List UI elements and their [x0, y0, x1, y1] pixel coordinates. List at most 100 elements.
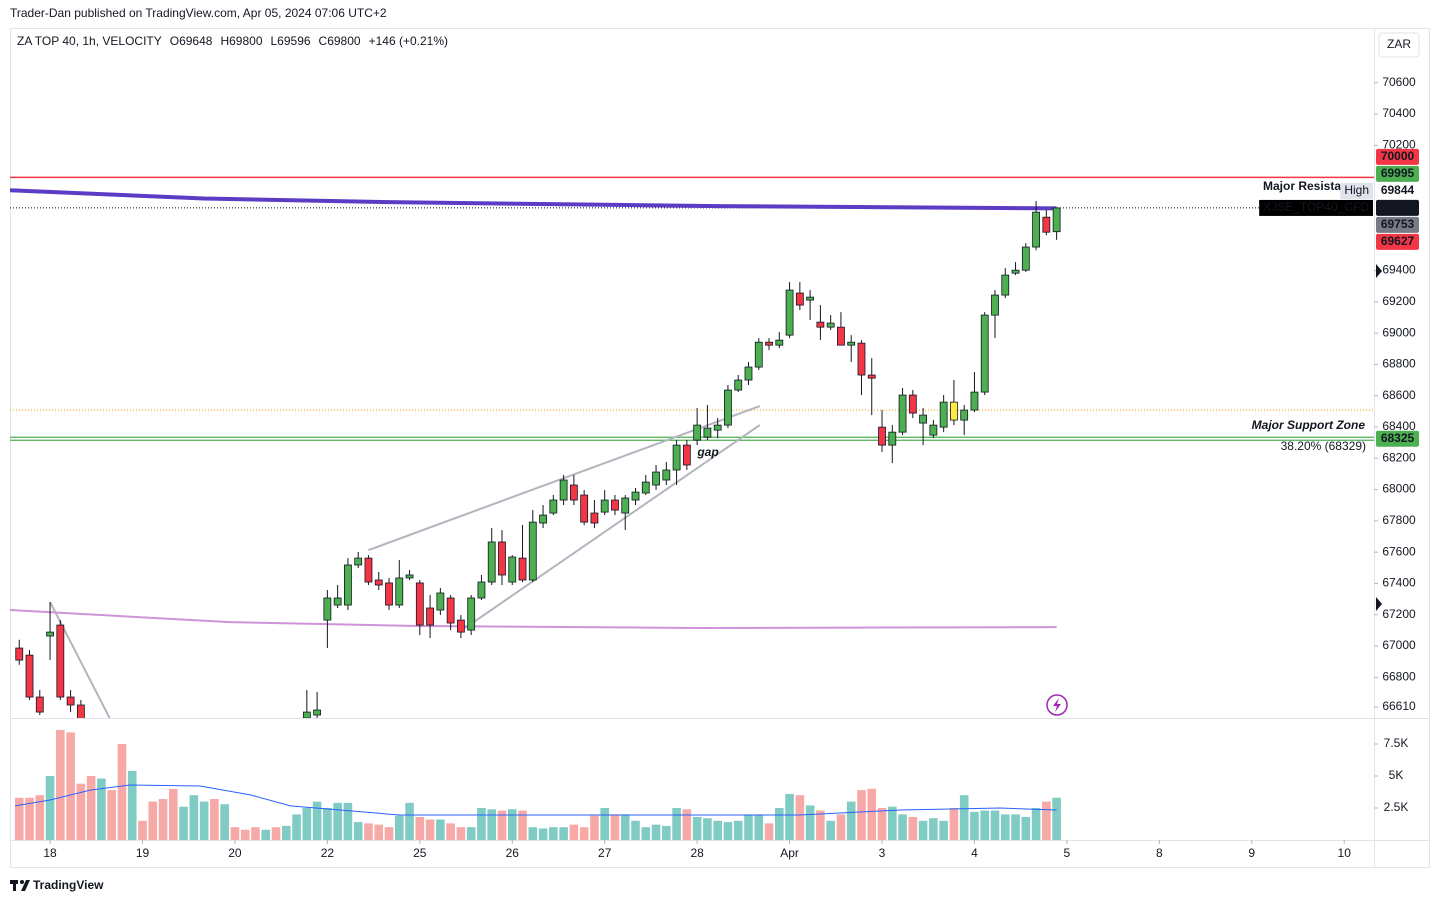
volume-bar [569, 824, 579, 840]
volume-bar [292, 814, 301, 840]
volume-bar [980, 810, 990, 840]
candle-body [344, 564, 352, 606]
volume-bar [836, 814, 846, 840]
candle-body [1052, 207, 1061, 233]
volume-bar [1000, 814, 1010, 840]
candle-body [395, 577, 404, 606]
volume-bar [1052, 797, 1061, 840]
volume-bar [816, 810, 825, 840]
volume-bar [343, 802, 353, 840]
volume-bar [76, 783, 86, 840]
volume-bar [302, 807, 312, 840]
y-tick-label: 69000 [1382, 325, 1416, 339]
candle-body [919, 414, 927, 424]
volume-bar [56, 729, 65, 840]
volume-bar [466, 827, 476, 840]
candle-body [672, 444, 681, 471]
volume-bar [754, 814, 764, 840]
price-label: 69844 [1381, 183, 1415, 197]
candle-body [76, 704, 85, 718]
x-tick-label: 28 [690, 846, 704, 860]
volume-bar [446, 823, 455, 840]
candle-body [631, 491, 640, 501]
price-label-bg [1376, 233, 1419, 250]
price-label-tag-bg [1259, 199, 1373, 216]
candle-body [354, 557, 363, 566]
scroll-arrow[interactable] [1376, 597, 1382, 611]
volume-bar [703, 818, 712, 840]
y-tick-label: 68400 [1382, 419, 1416, 433]
annotation: Major Support Zone [1252, 418, 1366, 432]
volume-bar [959, 795, 969, 840]
x-tick-label: 10 [1338, 846, 1352, 860]
legend-value: O69648 [170, 34, 213, 48]
candle-body [415, 582, 424, 626]
volume-bar [507, 809, 517, 840]
volume-bar [14, 797, 24, 840]
volume-bar [189, 795, 199, 840]
x-tick-label: 20 [228, 846, 242, 860]
y-tick-label: 70400 [1382, 106, 1416, 120]
price-label-bg [1376, 148, 1419, 165]
volume-bar [127, 770, 137, 840]
volume-bar [651, 824, 661, 840]
y-tick-label: 67400 [1382, 576, 1416, 590]
volume-bar [908, 816, 918, 840]
candle-body [960, 409, 969, 421]
currency-box[interactable] [1378, 32, 1420, 58]
volume-tick-label: 5K [1389, 768, 1404, 782]
legend-title: ZA TOP 40, 1h, VELOCITY [17, 34, 162, 48]
candle-body [559, 479, 568, 501]
volume-bar [682, 809, 692, 840]
candle-body [56, 624, 65, 698]
x-tick-label: 27 [598, 846, 612, 860]
y-tick-label: 66800 [1382, 669, 1416, 683]
candle-body [826, 322, 835, 328]
y-tick-label: 68000 [1382, 482, 1416, 496]
candle-body [477, 581, 486, 599]
candle-body [549, 499, 558, 514]
y-tick-label: 67000 [1382, 638, 1416, 652]
candle-body [908, 394, 917, 414]
candle-body [1032, 211, 1040, 248]
volume-bar [887, 806, 897, 840]
volume-bar [364, 823, 373, 840]
volume-bar [744, 814, 753, 840]
candle-body [467, 597, 476, 631]
volume-bar [497, 810, 507, 840]
price-label: 69995 [1381, 166, 1415, 180]
y-tick-label: 67200 [1382, 607, 1416, 621]
volume-bar [374, 824, 384, 840]
volume-bar [353, 822, 363, 840]
candle-body [25, 654, 34, 698]
y-tick-label: 70600 [1382, 75, 1416, 89]
scroll-arrow[interactable] [1376, 264, 1382, 278]
candle-body [35, 696, 44, 713]
candle-body [302, 711, 311, 718]
volume-bar [990, 810, 1000, 840]
y-tick-label: 66610 [1382, 699, 1416, 713]
trend-line [464, 424, 761, 629]
annotation: gap [696, 445, 718, 459]
candle-body [364, 557, 373, 583]
y-tick-label: 70200 [1382, 138, 1416, 152]
candle-body [446, 597, 455, 624]
volume-bar [240, 829, 250, 840]
y-tick-label: 69200 [1382, 294, 1416, 308]
x-tick-label: 5 [1064, 846, 1071, 860]
candle-body [621, 497, 630, 514]
candle-body [580, 494, 589, 523]
volume-bar [713, 820, 722, 840]
alert-icon-bolt [1053, 698, 1061, 712]
volume-bar [600, 807, 609, 840]
candle-body [703, 427, 712, 438]
volume-bar [970, 811, 979, 840]
candle-body [487, 541, 496, 583]
annotation: 38.20% (68329) [1281, 439, 1366, 453]
candle-body [724, 389, 732, 426]
candle-body [795, 292, 804, 306]
moving-average [10, 188, 1057, 211]
x-tick-label: 19 [136, 846, 150, 860]
